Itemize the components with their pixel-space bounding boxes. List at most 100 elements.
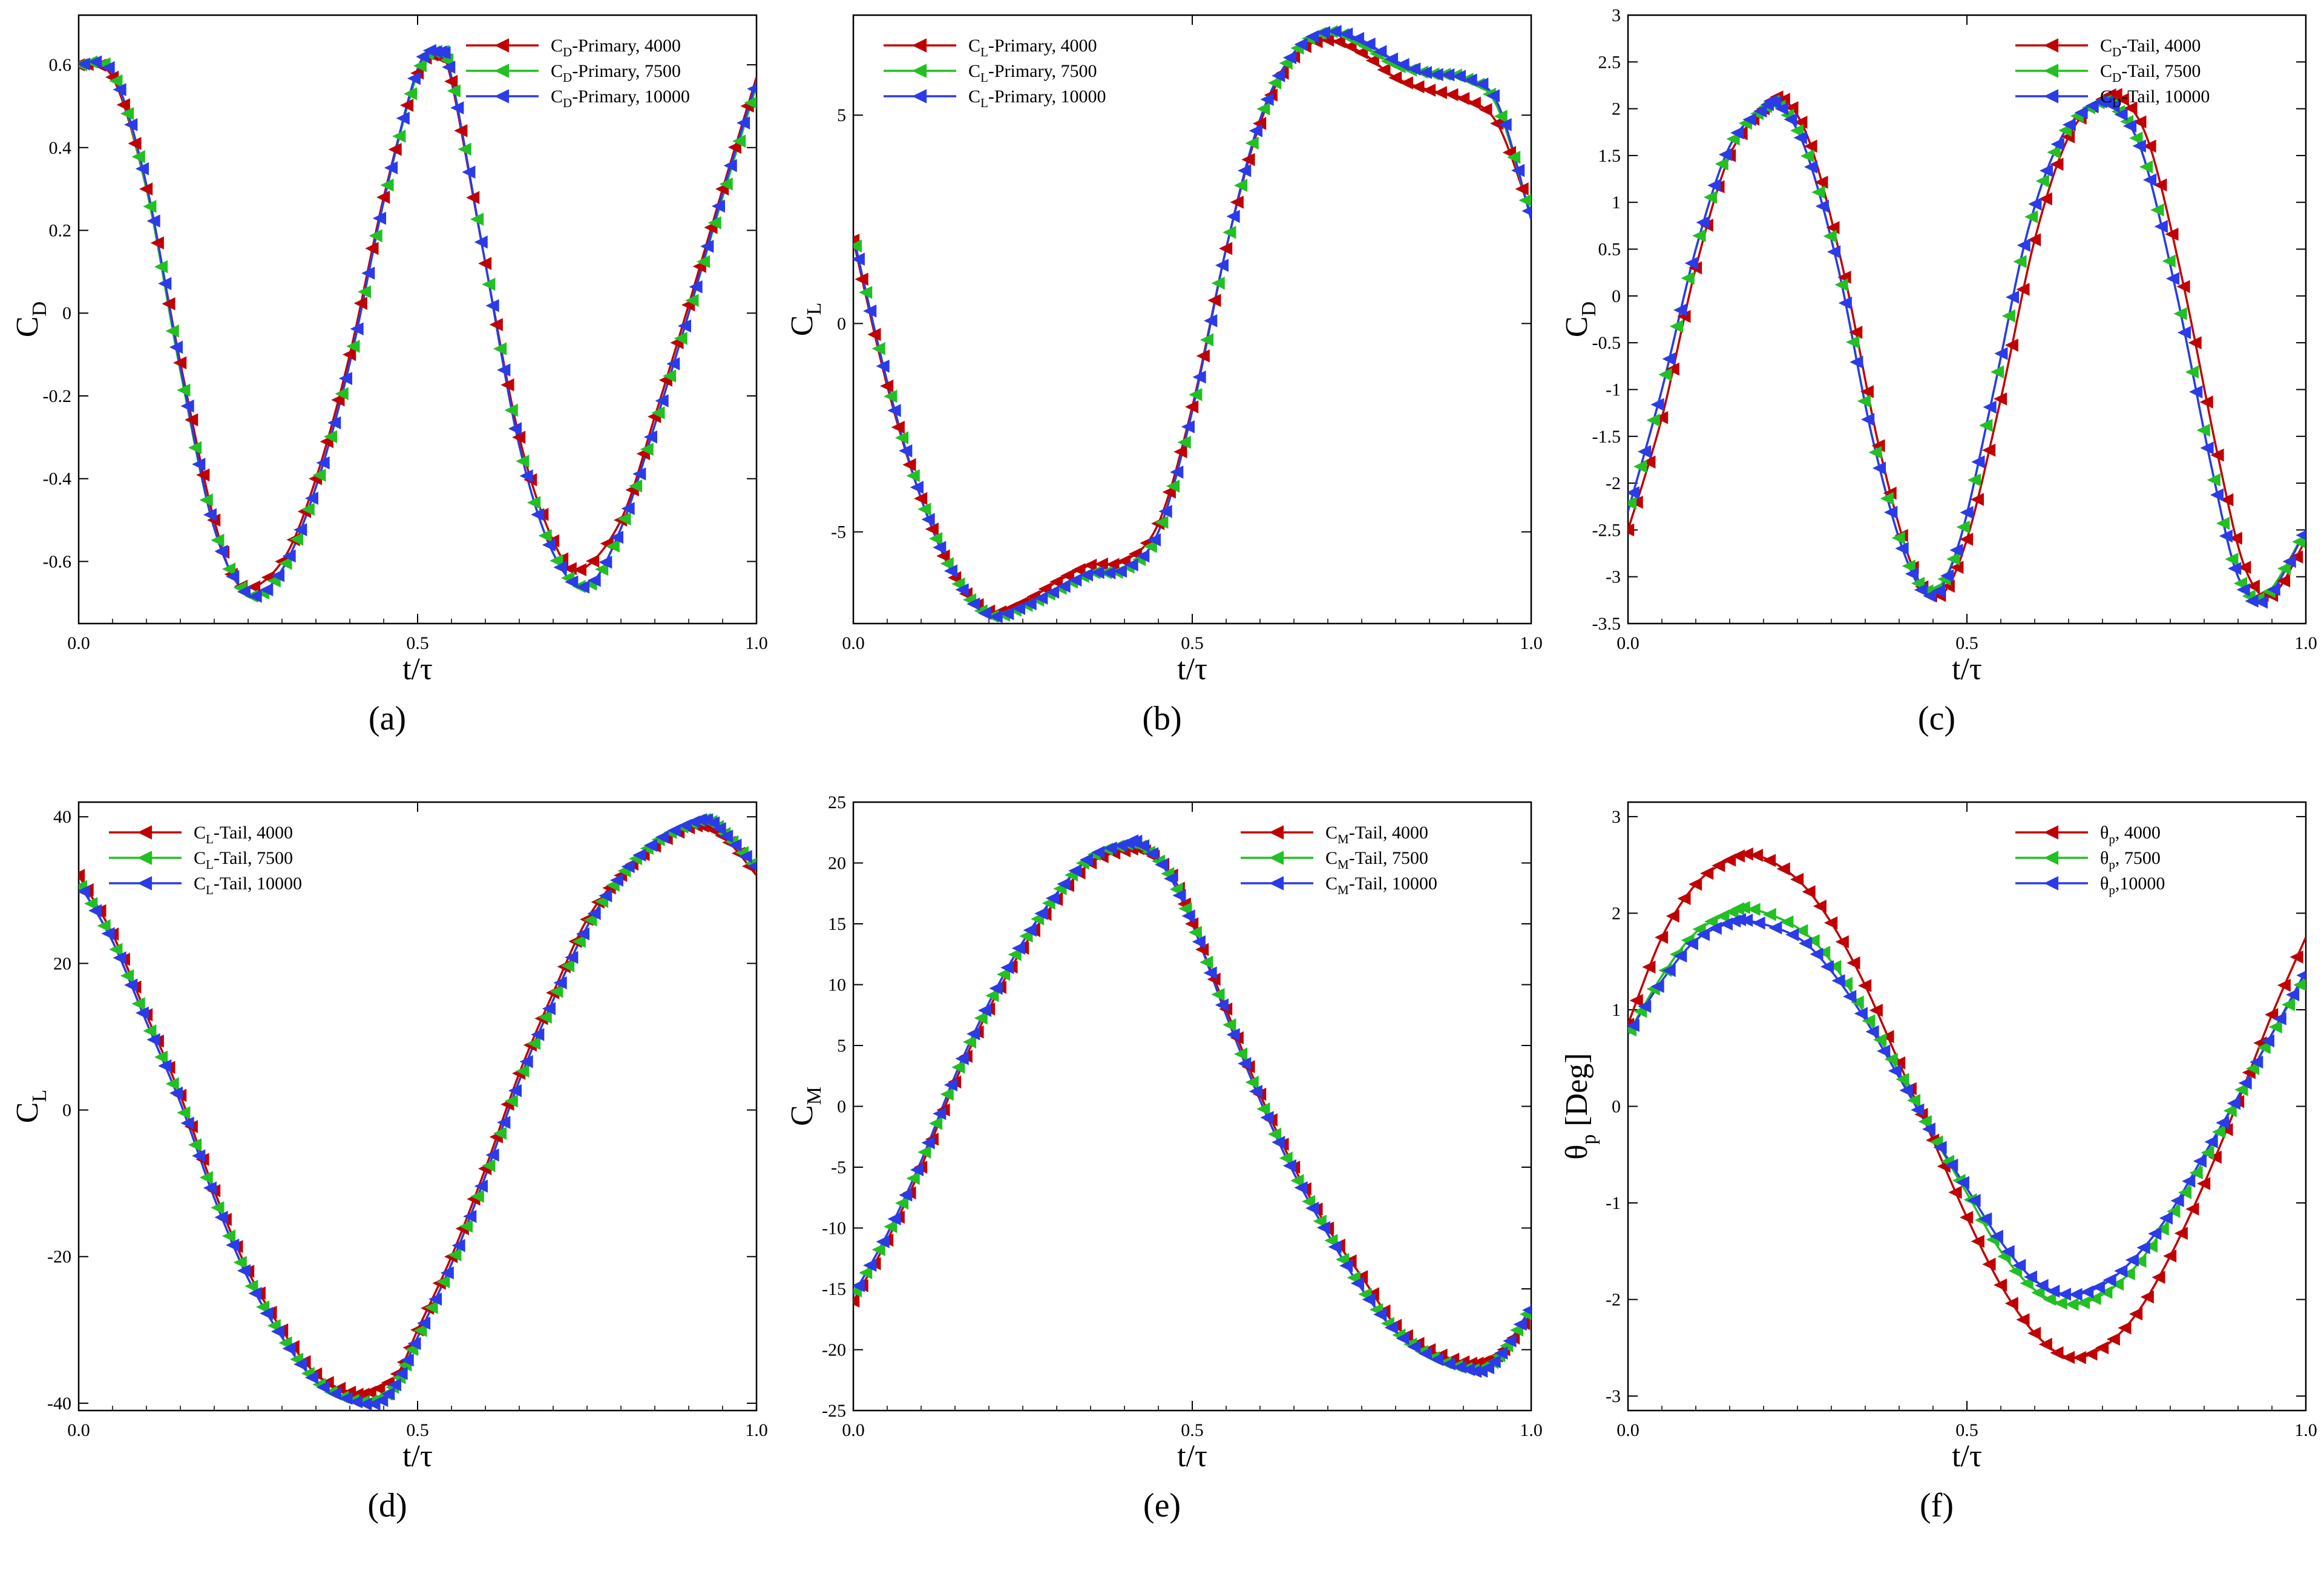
caption-c: (c) xyxy=(1917,700,1956,737)
series-marker-3 xyxy=(1486,89,1500,102)
series-marker-3 xyxy=(158,1059,172,1073)
series-marker-3 xyxy=(381,1387,395,1401)
y-tick-label: -20 xyxy=(822,1340,846,1360)
series-marker-1 xyxy=(2290,950,2303,964)
legend-marker xyxy=(2044,89,2059,104)
series-marker-2 xyxy=(154,1050,168,1064)
series-group xyxy=(1628,847,2306,1365)
series-marker-2 xyxy=(1704,915,1718,928)
series-marker-1 xyxy=(1849,326,1863,339)
series-marker-2 xyxy=(606,539,620,553)
series-marker-2 xyxy=(1828,960,1842,973)
series-marker-2 xyxy=(1245,1075,1259,1089)
series-marker-3 xyxy=(1158,504,1172,518)
series-marker-3 xyxy=(1923,589,1937,603)
series-marker-1 xyxy=(1196,349,1210,363)
series-marker-3 xyxy=(101,61,115,74)
series-marker-1 xyxy=(1321,33,1334,47)
y-tick-label: 0 xyxy=(1612,286,1621,306)
series-line-1 xyxy=(1628,852,2306,1359)
series-marker-3 xyxy=(1249,1084,1262,1098)
series-marker-2 xyxy=(906,1171,920,1185)
legend-label-name: -Primary, 7500 xyxy=(988,61,1097,81)
series-marker-3 xyxy=(2193,1154,2207,1168)
series-marker-1 xyxy=(2176,280,2190,294)
series-marker-3 xyxy=(485,299,499,312)
series-marker-3 xyxy=(396,111,410,125)
series-marker-3 xyxy=(1294,1181,1308,1194)
legend-entry: CD-Primary, 10000 xyxy=(551,87,690,110)
series-marker-1 xyxy=(388,143,402,156)
series-marker-1 xyxy=(2050,157,2064,171)
series-marker-2 xyxy=(872,1243,885,1256)
series-marker-2 xyxy=(177,383,191,397)
series-marker-3 xyxy=(2017,239,2030,252)
x-tick-label: 0.0 xyxy=(1617,633,1640,653)
series-marker-3 xyxy=(519,469,533,482)
series-marker-2 xyxy=(974,1011,988,1025)
series-marker-2 xyxy=(312,469,326,482)
series-marker-3 xyxy=(1396,58,1410,71)
series-marker-1 xyxy=(196,468,210,482)
series-marker-1 xyxy=(1445,88,1459,102)
series-marker-2 xyxy=(985,989,999,1003)
y-tick-label: 0 xyxy=(1612,1097,1621,1117)
series-marker-3 xyxy=(1238,164,1252,177)
legend-entry: CL-Tail, 7500 xyxy=(194,848,293,872)
series-marker-2 xyxy=(962,1035,977,1049)
series-marker-1 xyxy=(1365,1287,1379,1300)
legend-marker xyxy=(1269,876,1284,891)
series-marker-3 xyxy=(2154,220,2168,233)
series-marker-3 xyxy=(1068,573,1082,587)
y-axis-label-base: C xyxy=(785,315,819,337)
series-marker-3 xyxy=(719,829,734,843)
y-tick-label: 2 xyxy=(1612,903,1621,923)
series-marker-2 xyxy=(894,431,909,444)
series-marker-3 xyxy=(1742,113,1756,127)
series-marker-1 xyxy=(2072,1351,2086,1365)
series-marker-3 xyxy=(723,159,737,173)
series-marker-2 xyxy=(2155,1222,2169,1236)
legend-label-base: θ xyxy=(2100,823,2109,843)
legend-label-base: C xyxy=(194,848,206,868)
legend-label-sub: L xyxy=(980,96,988,110)
legend-label-sub: p xyxy=(2109,883,2115,897)
series-marker-2 xyxy=(493,1127,507,1140)
series-marker-3 xyxy=(2250,1055,2263,1069)
series-marker-2 xyxy=(84,897,98,910)
series-marker-3 xyxy=(2122,119,2137,133)
series-marker-2 xyxy=(1716,909,1730,923)
series-marker-3 xyxy=(2132,139,2146,153)
series-marker-3 xyxy=(2102,1273,2116,1287)
series-marker-3 xyxy=(1418,65,1432,79)
y-tick-label: 0.2 xyxy=(49,221,72,241)
series-marker-3 xyxy=(1339,1259,1353,1273)
series-marker-3 xyxy=(576,580,589,594)
series-marker-2 xyxy=(859,286,873,299)
series-marker-3 xyxy=(728,838,742,852)
series-marker-3 xyxy=(146,214,160,228)
series-marker-2 xyxy=(1902,559,1915,573)
y-tick-label: -3 xyxy=(1606,567,1621,587)
series-marker-2 xyxy=(131,997,145,1010)
series-marker-3 xyxy=(169,1086,183,1100)
series-marker-3 xyxy=(2046,1285,2060,1298)
series-marker-3 xyxy=(79,58,90,71)
series-marker-1 xyxy=(1948,1185,1962,1199)
series-marker-2 xyxy=(1884,1052,1898,1066)
series-marker-2 xyxy=(188,441,202,455)
series-marker-1 xyxy=(139,182,153,196)
series-line-3 xyxy=(1628,918,2306,1296)
legend-label-base: C xyxy=(551,36,563,56)
series-marker-1 xyxy=(2038,192,2052,206)
series-marker-1 xyxy=(1892,1056,1906,1070)
panel-d: 0.0 0.5 1.0 -40 -20 0 20 40 t/τ CL CL-Tail, 4000 CL… xyxy=(0,787,775,1574)
series-line-2 xyxy=(853,30,1531,618)
series-marker-1 xyxy=(1749,848,1763,862)
series-marker-3 xyxy=(1215,258,1229,272)
y-axis-label: CM xyxy=(785,1087,826,1126)
series-marker-2 xyxy=(1703,190,1718,204)
series-marker-2 xyxy=(1313,1214,1327,1228)
series-marker-1 xyxy=(1971,1234,1984,1248)
